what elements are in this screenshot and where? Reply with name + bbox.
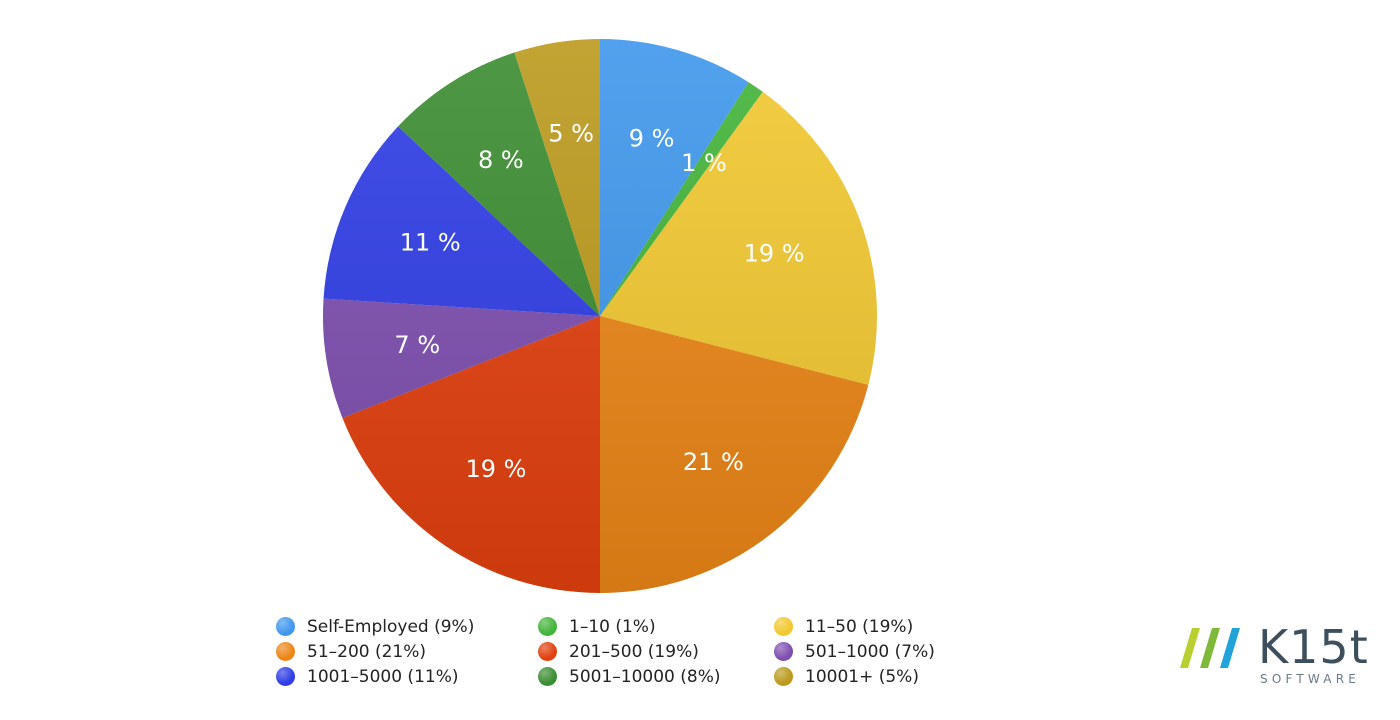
- legend-swatch: [774, 642, 793, 661]
- legend-swatch: [538, 642, 557, 661]
- legend-label: Self-Employed (9%): [307, 616, 475, 637]
- legend-item: 11–50 (19%): [774, 614, 974, 639]
- legend-item: 1–10 (1%): [538, 614, 774, 639]
- legend-label: 1–10 (1%): [569, 616, 656, 637]
- slice-label: 7 %: [394, 331, 440, 359]
- legend-swatch: [276, 617, 295, 636]
- logo-subtitle: SOFTWARE: [1260, 672, 1361, 686]
- legend-item: 201–500 (19%): [538, 639, 774, 664]
- legend-label: 5001–10000 (8%): [569, 666, 721, 687]
- slice-label: 1 %: [681, 149, 727, 177]
- pie-slice-labels: 9 %1 % 19 % 21 % 19 % 7 % 11 % 8 % 5 %: [394, 119, 804, 483]
- legend-label: 1001–5000 (11%): [307, 666, 459, 687]
- logo-slash-2: [1200, 628, 1220, 668]
- slice-label: 5 %: [548, 119, 594, 147]
- legend-item: 51–200 (21%): [276, 639, 538, 664]
- legend-item: 501–1000 (7%): [774, 639, 974, 664]
- legend-item: 1001–5000 (11%): [276, 664, 538, 689]
- logo-slash-3: [1220, 628, 1240, 668]
- logo-slash-1: [1180, 628, 1200, 668]
- slice-label: 11 %: [400, 229, 461, 257]
- slice-label: 19 %: [744, 239, 805, 267]
- logo-slash-marks: [1180, 628, 1240, 668]
- legend-item: 10001+ (5%): [774, 664, 974, 689]
- legend-swatch: [774, 617, 793, 636]
- slice-label: 9 %: [629, 124, 675, 152]
- logo-wordmark: K15t: [1258, 620, 1369, 674]
- legend-swatch: [538, 617, 557, 636]
- slice-label: 19 %: [466, 455, 527, 483]
- legend-label: 501–1000 (7%): [805, 641, 935, 662]
- legend-label: 51–200 (21%): [307, 641, 427, 662]
- pie-slices: [323, 39, 877, 593]
- slice-label: 21 %: [683, 448, 744, 476]
- k15t-logo: K15t SOFTWARE: [1180, 622, 1370, 690]
- slice-label: 8 %: [478, 146, 524, 174]
- legend-swatch: [538, 667, 557, 686]
- legend-label: 201–500 (19%): [569, 641, 699, 662]
- legend-label: 11–50 (19%): [805, 616, 914, 637]
- legend-item: 5001–10000 (8%): [538, 664, 774, 689]
- legend-swatch: [276, 667, 295, 686]
- legend-swatch: [276, 642, 295, 661]
- legend-label: 10001+ (5%): [805, 666, 919, 687]
- legend-swatch: [774, 667, 793, 686]
- legend-item: Self-Employed (9%): [276, 614, 538, 639]
- chart-legend: Self-Employed (9%) 1–10 (1%) 11–50 (19%) 51…: [276, 614, 974, 689]
